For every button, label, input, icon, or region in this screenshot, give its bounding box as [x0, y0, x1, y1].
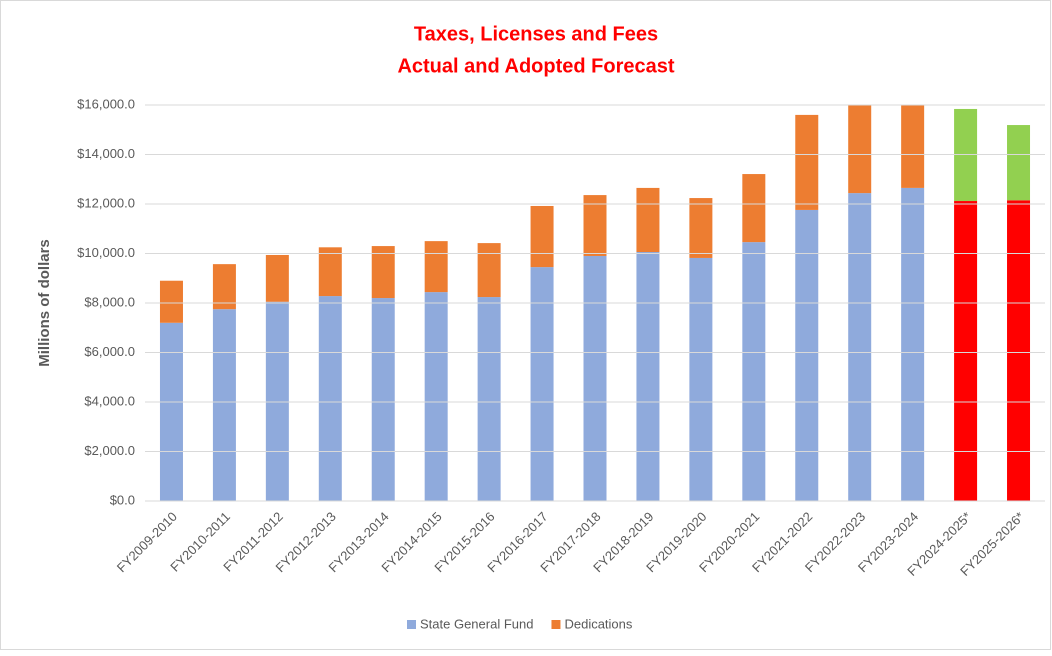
bar-segment: [583, 195, 607, 256]
bar-segment: [265, 254, 289, 302]
bar-segment: [212, 309, 236, 501]
bar-segment: [159, 280, 183, 323]
bar-segment: [477, 297, 501, 501]
bar-segment: [318, 296, 342, 501]
y-tick-label: $16,000.0: [77, 96, 135, 111]
bar-segment: [530, 205, 554, 268]
bar-segment: [424, 292, 448, 501]
bar-segment: [1007, 125, 1031, 201]
chart-title: Taxes, Licenses and Fees: [414, 23, 658, 45]
bar-segment: [636, 252, 660, 501]
y-axis-label: Millions of dollars: [36, 239, 53, 367]
bar-segment: [901, 105, 925, 188]
bar-segment: [371, 298, 395, 501]
bar-segment: [795, 209, 819, 501]
bar-segment: [318, 247, 342, 297]
bar-segment: [636, 187, 660, 253]
bar-segment: [848, 193, 872, 502]
bar-segment: [1007, 200, 1031, 501]
bar-segment: [689, 198, 713, 258]
bar-segment: [795, 114, 819, 210]
bar-segment: [742, 174, 766, 243]
legend-label: Dedications: [564, 616, 632, 631]
bar-segment: [848, 105, 872, 194]
bar-segment: [371, 246, 395, 299]
y-tick-label: $6,000.0: [84, 344, 135, 359]
bar-segment: [265, 301, 289, 501]
bar-segment: [424, 241, 448, 293]
bar-segment: [159, 322, 183, 501]
bar-segment: [583, 255, 607, 501]
y-tick-label: $4,000.0: [84, 393, 135, 408]
bar-segment: [901, 187, 925, 501]
y-tick-label: $0.0: [110, 492, 135, 507]
bar-segment: [477, 243, 501, 298]
legend-swatch: [551, 620, 561, 629]
y-tick-label: $8,000.0: [84, 294, 135, 309]
y-tick-label: $10,000.0: [77, 245, 135, 260]
chart-title: Actual and Adopted Forecast: [397, 55, 674, 77]
bar-segment: [742, 242, 766, 502]
y-tick-label: $14,000.0: [77, 146, 135, 161]
bar-segment: [689, 257, 713, 501]
bar-segment: [954, 201, 978, 501]
y-tick-label: $12,000.0: [77, 195, 135, 210]
bar-segment: [530, 267, 554, 501]
legend-label: State General Fund: [420, 616, 533, 631]
bar-segment: [212, 264, 236, 310]
legend-swatch: [407, 620, 416, 629]
y-tick-label: $2,000.0: [84, 443, 135, 458]
